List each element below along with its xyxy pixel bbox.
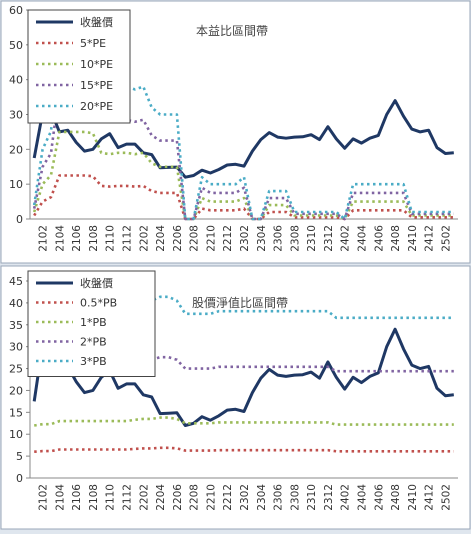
x-tick-label: 2304: [256, 484, 268, 511]
legend-label: 收盤價: [80, 15, 113, 29]
legend-label: 收盤價: [80, 276, 113, 290]
y-tick-label: 20: [9, 143, 23, 156]
y-tick-label: 15: [9, 406, 23, 419]
legend-label: 20*PE: [80, 100, 113, 113]
y-tick-label: 40: [9, 74, 23, 87]
legend-label: 15*PE: [80, 79, 113, 92]
y-tick-label: 0: [16, 213, 23, 226]
y-tick-label: 10: [9, 178, 23, 191]
x-tick-label: 2402: [340, 484, 352, 511]
x-tick-label: 2208: [189, 484, 201, 511]
x-tick-label: 2112: [122, 225, 134, 252]
legend: [27, 9, 131, 124]
legend-label: 1*PB: [80, 316, 107, 329]
series-line: [34, 446, 454, 453]
legend-label: 5*PE: [80, 37, 106, 50]
series-line: [33, 174, 454, 221]
x-tick-label: 2212: [222, 484, 234, 511]
x-tick-label: 2404: [356, 225, 368, 252]
x-tick-label: 2412: [424, 225, 436, 252]
x-tick-label: 2202: [138, 225, 150, 252]
x-tick-label: 2108: [88, 225, 100, 252]
x-tick-label: 2402: [340, 225, 352, 252]
series-line: [32, 99, 454, 179]
x-tick-label: 2204: [155, 225, 167, 252]
x-tick-label: 2308: [289, 225, 301, 252]
x-tick-label: 2106: [71, 225, 83, 252]
x-tick-label: 2408: [390, 225, 402, 252]
x-tick-label: 2206: [172, 484, 184, 511]
x-tick-label: 2210: [205, 225, 217, 252]
x-tick-label: 2310: [306, 225, 318, 252]
y-tick-label: 60: [9, 4, 23, 17]
x-tick-label: 2310: [306, 484, 318, 511]
x-tick-label: 2410: [407, 225, 419, 252]
x-tick-label: 2206: [172, 225, 184, 252]
x-tick-label: 2210: [205, 484, 217, 511]
x-tick-label: 2312: [323, 484, 335, 511]
legend-label: 10*PE: [80, 58, 113, 71]
chart-title: 本益比區間帶: [196, 24, 268, 38]
y-tick-label: 40: [9, 297, 23, 310]
x-tick-label: 2110: [105, 225, 117, 252]
series-line: [34, 416, 454, 427]
x-tick-label: 2102: [38, 225, 50, 252]
y-tick-label: 10: [9, 428, 23, 441]
legend-label: 3*PB: [80, 355, 107, 368]
x-tick-label: 2108: [88, 484, 100, 511]
series-line: [32, 87, 454, 221]
y-tick-label: 0: [16, 472, 23, 485]
chart-title: 股價淨值比區間帶: [192, 295, 288, 310]
x-tick-label: 2502: [440, 484, 452, 511]
x-tick-label: 2112: [122, 484, 134, 511]
x-tick-label: 2306: [273, 484, 285, 511]
x-tick-label: 2306: [273, 225, 285, 252]
x-tick-label: 2502: [440, 225, 452, 252]
legend-label: 2*PB: [80, 336, 107, 349]
x-tick-label: 2302: [239, 225, 251, 252]
x-tick-label: 2104: [54, 225, 66, 252]
x-tick-label: 2308: [289, 484, 301, 511]
y-tick-label: 25: [9, 363, 23, 376]
x-tick-label: 2104: [54, 484, 66, 511]
x-tick-label: 2102: [38, 484, 50, 511]
x-tick-label: 2212: [222, 225, 234, 252]
legend: [27, 270, 156, 377]
x-tick-label: 2410: [407, 484, 419, 511]
x-tick-label: 2312: [323, 225, 335, 252]
series-line: [32, 130, 454, 221]
y-tick-label: 5: [16, 450, 23, 463]
x-tick-label: 2406: [373, 225, 385, 252]
y-tick-label: 20: [9, 384, 23, 397]
y-tick-label: 45: [9, 275, 23, 288]
x-tick-label: 2302: [239, 484, 251, 511]
y-tick-label: 30: [9, 341, 23, 354]
series-line: [33, 295, 454, 322]
x-tick-label: 2110: [105, 484, 117, 511]
x-tick-label: 2412: [424, 484, 436, 511]
x-tick-label: 2204: [155, 484, 167, 511]
x-tick-label: 2208: [189, 225, 201, 252]
x-tick-label: 2202: [138, 484, 150, 511]
y-tick-label: 50: [9, 39, 23, 52]
x-tick-label: 2408: [390, 484, 402, 511]
x-tick-label: 2106: [71, 484, 83, 511]
x-tick-label: 2406: [373, 484, 385, 511]
y-tick-label: 30: [9, 109, 23, 122]
x-tick-label: 2404: [356, 484, 368, 511]
x-tick-label: 2304: [256, 225, 268, 252]
legend-label: 0.5*PB: [80, 297, 117, 310]
y-tick-label: 35: [9, 319, 23, 332]
